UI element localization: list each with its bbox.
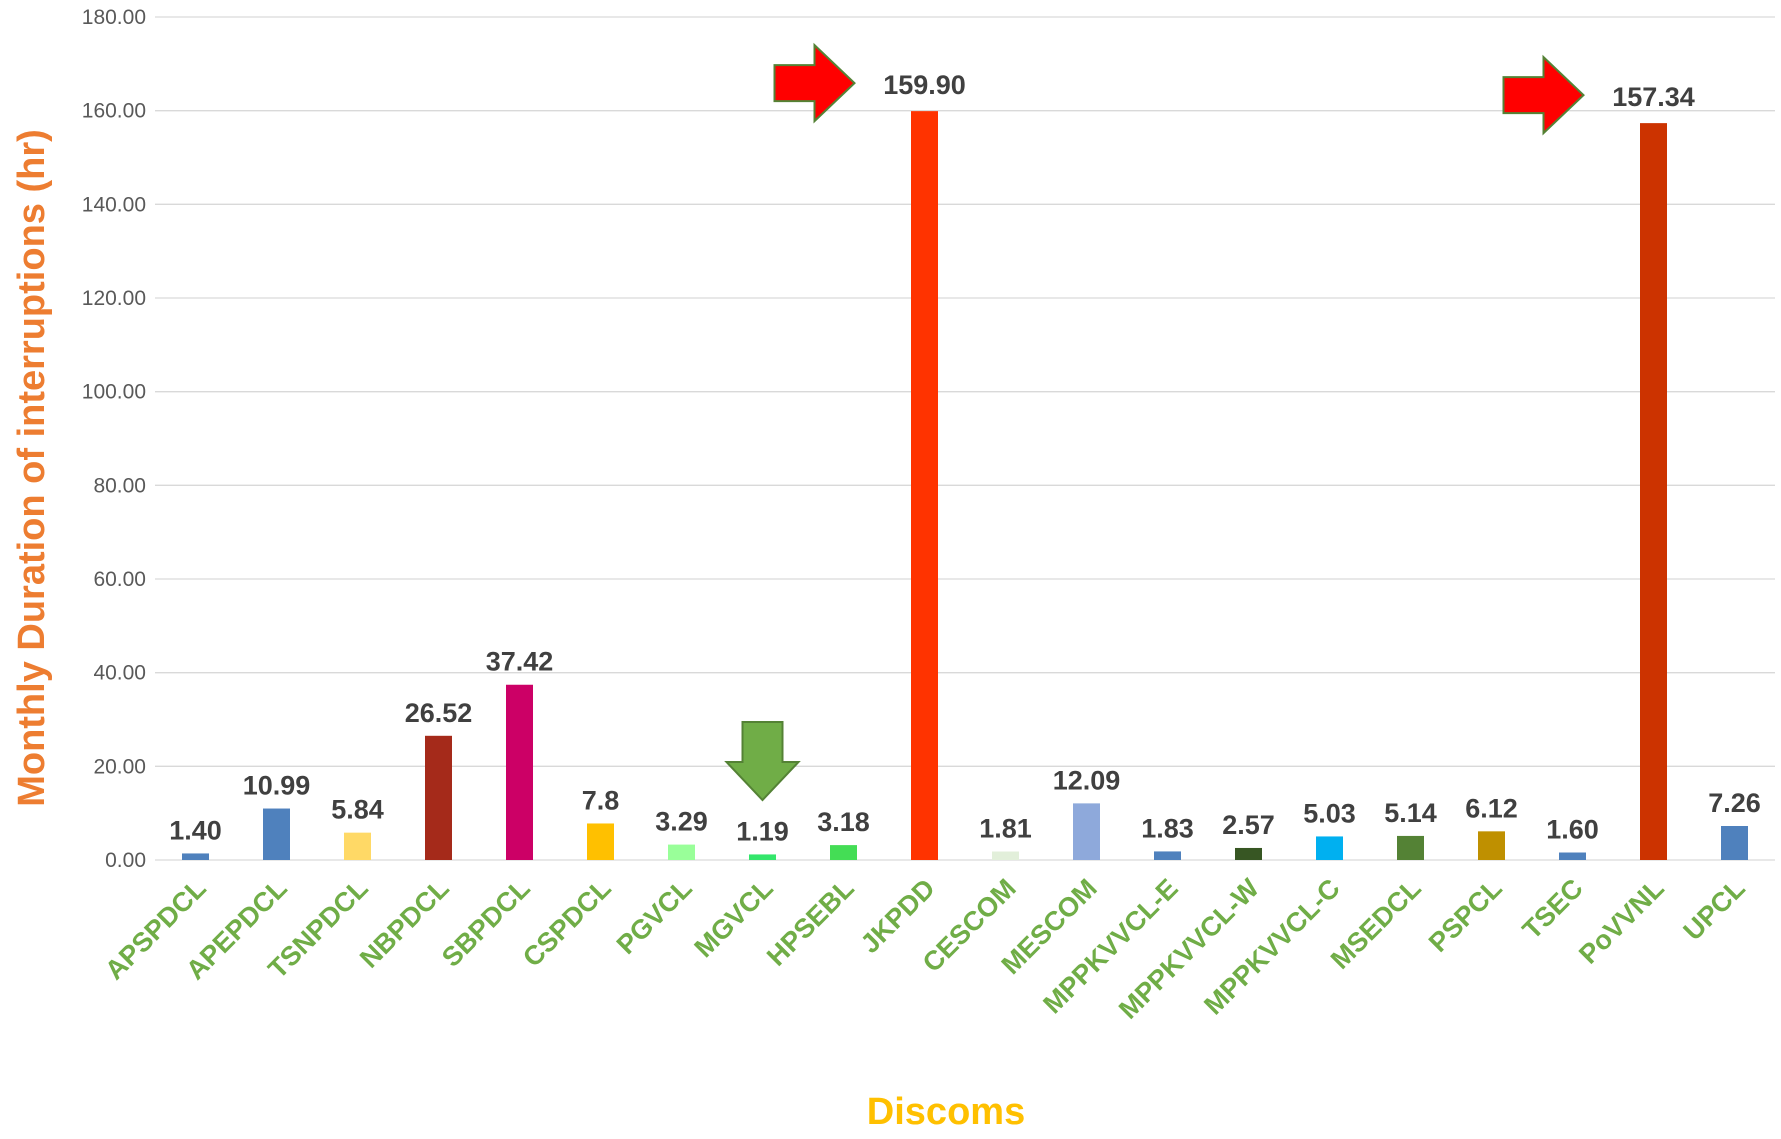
y-tick-label: 80.00 (93, 474, 146, 497)
category-label: PSPCL (1423, 873, 1508, 958)
bar-hpsebl (830, 845, 857, 860)
y-tick-label: 120.00 (82, 287, 146, 310)
bar-povvnl (1640, 123, 1667, 861)
data-label: 3.18 (817, 807, 870, 837)
red-arrow-right-icon (773, 42, 856, 124)
data-label: 2.57 (1222, 810, 1275, 840)
y-tick-labels: 0.00 20.00 40.00 60.00 80.00 100.00 120.00 140.… (82, 6, 146, 872)
y-tick-label: 100.00 (82, 381, 146, 404)
category-label: PGVCL (611, 873, 698, 960)
annotations (724, 42, 1585, 802)
data-label: 12.09 (1053, 765, 1121, 795)
bars (182, 111, 1748, 861)
category-label: HPSEBL (761, 873, 860, 972)
y-tick-label: 0.00 (105, 849, 146, 872)
bar-tsnpdcl (344, 832, 371, 860)
data-label: 5.03 (1303, 798, 1356, 828)
y-tick-label: 20.00 (93, 755, 146, 778)
category-label: NBPDCL (354, 873, 455, 974)
data-label: 1.83 (1141, 813, 1194, 843)
data-label: 5.14 (1384, 798, 1437, 828)
data-label: 7.8 (582, 785, 620, 815)
green-arrow-down-icon (724, 721, 801, 802)
category-label: UPCL (1678, 873, 1751, 946)
data-label: 3.29 (655, 807, 708, 837)
data-label: 10.99 (243, 771, 311, 801)
bar-cspdcl (587, 823, 614, 860)
category-labels: APSPDCLAPEPDCLTSNPDCLNBPDCLSBPDCLCSPDCLP… (99, 873, 1750, 1025)
data-label: 1.40 (169, 815, 222, 845)
bar-tsec (1559, 852, 1586, 860)
data-labels: 1.40 10.99 5.84 26.52 37.42 7.8 3.29 1.19 3.18 15… (169, 70, 1761, 846)
category-label: PoVVNL (1573, 873, 1670, 970)
data-label: 7.26 (1708, 788, 1761, 818)
bar-jkpdd (911, 111, 938, 860)
y-tick-label: 180.00 (82, 6, 146, 29)
y-tick-label: 40.00 (93, 662, 146, 685)
data-label: 159.90 (883, 70, 966, 100)
gridlines (155, 16, 1775, 861)
category-label: MPPKVVCL-W (1113, 873, 1265, 1025)
bar-upcl (1721, 825, 1748, 860)
red-arrow-right-icon (1502, 54, 1585, 136)
y-tick-label: 60.00 (93, 568, 146, 591)
bar-pspcl (1478, 831, 1505, 860)
category-label: TSEC (1517, 873, 1589, 945)
bar-pgvcl (668, 844, 695, 860)
data-label: 6.12 (1465, 793, 1518, 823)
category-label: CSPDCL (517, 873, 617, 973)
bar-mppkvvcl-w (1235, 847, 1262, 860)
x-axis-title: Discoms (867, 1091, 1025, 1133)
data-label: 1.81 (979, 814, 1032, 844)
bar-mgvcl (749, 854, 776, 860)
bar-nbpdcl (425, 735, 452, 860)
bar-apspdcl (182, 853, 209, 860)
data-label: 1.60 (1546, 815, 1599, 845)
category-label: SBPDCL (436, 873, 536, 973)
data-label: 5.84 (331, 795, 384, 825)
y-axis-title: Monthly Duration of interruptions (hr) (11, 129, 53, 807)
category-label: MSEDCL (1325, 873, 1427, 975)
y-tick-label: 160.00 (82, 100, 146, 123)
bar-mescom (1073, 803, 1100, 860)
bar-sbpdcl (506, 684, 533, 860)
data-label: 26.52 (405, 698, 473, 728)
data-label: 1.19 (736, 816, 789, 846)
data-label: 157.34 (1612, 82, 1695, 112)
bar-mppkvvcl-c (1316, 836, 1343, 860)
bar-cescom (992, 851, 1019, 860)
bar-apepdcl (263, 808, 290, 860)
bar-mppkvvcl-e (1154, 851, 1181, 860)
bar-msedcl (1397, 835, 1424, 860)
y-tick-label: 140.00 (82, 193, 146, 216)
data-label: 37.42 (486, 647, 554, 677)
